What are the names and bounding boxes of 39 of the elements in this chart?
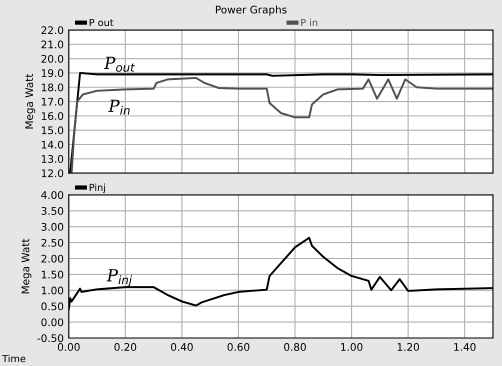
annotation: P$_{in}$: [108, 100, 130, 115]
y-tick-label: 4.00: [41, 191, 64, 199]
y-tick-label: 14.0: [42, 140, 64, 149]
y-tick-label: 1.50: [42, 270, 64, 279]
x-tick-label: 0.60: [228, 343, 250, 351]
y-tick-label: 16.0: [42, 112, 64, 120]
x-tick-label: 1.40: [454, 343, 476, 351]
x-tick-label: 0.20: [114, 343, 136, 351]
x-tick-label: 1.20: [398, 343, 420, 351]
y-tick-label: 3.50: [42, 207, 64, 215]
y-tick-label: 15.0: [42, 126, 64, 134]
y-tick-label: 19.0: [42, 69, 64, 78]
y-tick-label: 21.0: [41, 40, 64, 48]
legend-label: P out: [90, 18, 114, 26]
y-tick-label: 17.0: [42, 98, 64, 106]
x-tick-label: 0.80: [284, 343, 306, 351]
x-tick-label: 0.40: [170, 343, 193, 351]
y-tick-label: 3.00: [42, 222, 64, 231]
y-tick-label: 12.0: [42, 169, 64, 178]
x-tick-label: 0.00: [58, 343, 80, 351]
y-tick-label: 20.0: [41, 54, 64, 63]
y-tick-label: 18.0: [42, 83, 64, 92]
annotation: P$_{out}$: [104, 56, 136, 72]
y-tick-label: 0.50: [41, 302, 64, 310]
legend-label: P in: [301, 18, 318, 26]
y-axis-title: Mega Watt: [22, 238, 32, 294]
x-axis-title: Time: [2, 354, 26, 362]
y-tick-label: -0.50: [37, 334, 64, 342]
y-tick-label: 13.0: [42, 155, 64, 163]
x-tick-label: 1.00: [341, 343, 362, 351]
legend-label: Pinj: [90, 184, 106, 193]
y-axis-title: Mega Watt: [25, 74, 36, 128]
y-tick-label: 2.00: [41, 254, 64, 263]
chart-title: Power Graphs: [216, 5, 287, 16]
y-tick-label: 22.0: [41, 26, 64, 34]
annotation: P$_{inj}$: [106, 269, 132, 287]
y-tick-label: 0.00: [41, 318, 64, 326]
y-tick-label: 2.50: [41, 238, 64, 247]
y-tick-label: 1.00: [42, 286, 64, 294]
